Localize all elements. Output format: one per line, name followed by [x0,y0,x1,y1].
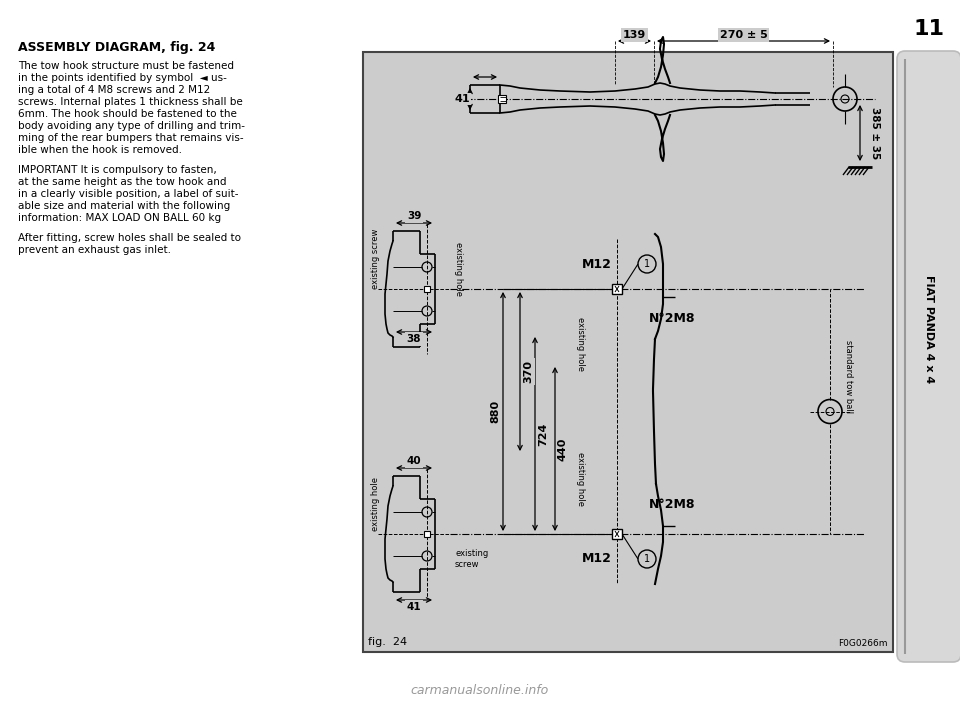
Text: 440: 440 [558,437,568,461]
Text: able size and material with the following: able size and material with the followin… [18,201,230,211]
Text: 6mm. The hook should be fastened to the: 6mm. The hook should be fastened to the [18,109,237,119]
Text: existing hole: existing hole [575,317,585,371]
Text: 1: 1 [644,259,650,269]
Text: ible when the hook is removed.: ible when the hook is removed. [18,145,182,155]
Text: in the points identified by symbol  ◄ us-: in the points identified by symbol ◄ us- [18,73,227,83]
Text: body avoiding any type of drilling and trim-: body avoiding any type of drilling and t… [18,121,245,131]
Text: M12: M12 [582,257,612,271]
Bar [498,95,506,103]
Bar [424,531,430,537]
Text: at the same height as the tow hook and: at the same height as the tow hook and [18,177,227,187]
Bar [424,286,430,292]
Text: carmanualsonline.info: carmanualsonline.info [411,684,549,698]
Text: M12: M12 [582,552,612,566]
Text: 139: 139 [623,30,646,40]
Text: 1: 1 [644,554,650,564]
Text: 270 ± 5: 270 ± 5 [720,30,767,40]
Bar [612,284,622,294]
Text: in a clearly visible position, a label of suit-: in a clearly visible position, a label o… [18,189,238,199]
Text: 38: 38 [407,334,421,344]
Bar [363,52,893,652]
Text: existing hole: existing hole [453,242,463,296]
Text: information: MAX LOAD ON BALL 60 kg: information: MAX LOAD ON BALL 60 kg [18,213,221,223]
Text: IMPORTANT It is compulsory to fasten,: IMPORTANT It is compulsory to fasten, [18,165,217,175]
Text: 385 ± 35: 385 ± 35 [870,107,880,159]
Text: The tow hook structure must be fastened: The tow hook structure must be fastened [18,61,234,71]
Text: 370: 370 [523,360,533,383]
Text: After fitting, screw holes shall be sealed to: After fitting, screw holes shall be seal… [18,233,241,243]
Text: 39: 39 [407,211,421,221]
Text: 41: 41 [454,94,469,104]
Text: 41: 41 [407,602,421,612]
Text: 724: 724 [538,423,548,446]
Text: screws. Internal plates 1 thickness shall be: screws. Internal plates 1 thickness shal… [18,97,243,107]
Text: existing hole: existing hole [575,452,585,506]
Text: 880: 880 [490,400,500,423]
Text: 40: 40 [407,456,421,466]
Text: 11: 11 [914,19,945,39]
Text: F0G0266m: F0G0266m [838,640,888,649]
Text: existing screw: existing screw [371,229,379,289]
Text: N°2M8: N°2M8 [649,313,695,325]
Text: ASSEMBLY DIAGRAM, fig. 24: ASSEMBLY DIAGRAM, fig. 24 [18,41,215,54]
Text: existing hole: existing hole [371,477,379,531]
Text: prevent an exhaust gas inlet.: prevent an exhaust gas inlet. [18,245,171,255]
Text: ing a total of 4 M8 screws and 2 M12: ing a total of 4 M8 screws and 2 M12 [18,85,210,95]
Text: N°2M8: N°2M8 [649,498,695,510]
Text: standard tow ball: standard tow ball [844,340,852,413]
FancyBboxPatch shape [897,51,960,662]
Text: FIAT PANDA 4 x 4: FIAT PANDA 4 x 4 [924,275,934,383]
Text: fig.  24: fig. 24 [368,637,407,647]
Bar [612,529,622,539]
Text: ming of the rear bumpers that remains vis-: ming of the rear bumpers that remains vi… [18,133,244,143]
Text: existing
screw: existing screw [455,549,489,569]
